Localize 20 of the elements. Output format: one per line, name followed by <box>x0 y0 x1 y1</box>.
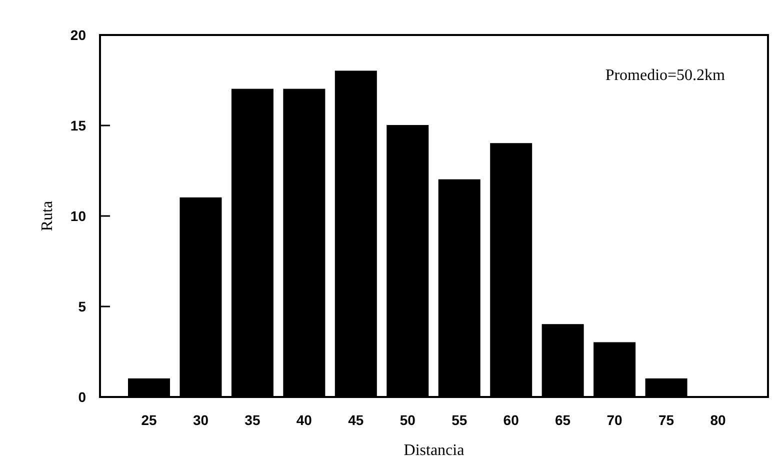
y-tick-label: 20 <box>70 26 86 43</box>
x-tick-label: 25 <box>141 412 157 428</box>
y-tick-label: 5 <box>78 298 86 314</box>
y-tick-label: 0 <box>78 388 86 405</box>
annotation: Promedio=50.2km <box>605 67 726 84</box>
y-tick-label: 10 <box>70 208 86 224</box>
x-tick-label: 35 <box>244 412 260 428</box>
x-axis-title: Distancia <box>404 442 464 459</box>
x-tick-label: 60 <box>503 412 520 428</box>
y-tick-label: 15 <box>70 117 86 134</box>
x-tick-label: 30 <box>192 412 209 428</box>
x-tick-label: 55 <box>452 412 468 428</box>
x-tick-label: 70 <box>606 412 623 428</box>
x-tick-label: 40 <box>296 412 312 428</box>
x-tick-label: 75 <box>658 412 674 428</box>
x-tick-label: 65 <box>555 412 571 428</box>
y-axis-title: Ruta <box>39 200 56 232</box>
x-tick-label: 80 <box>710 412 726 428</box>
x-tick-label: 50 <box>400 412 416 428</box>
x-tick-label: 45 <box>348 412 364 428</box>
